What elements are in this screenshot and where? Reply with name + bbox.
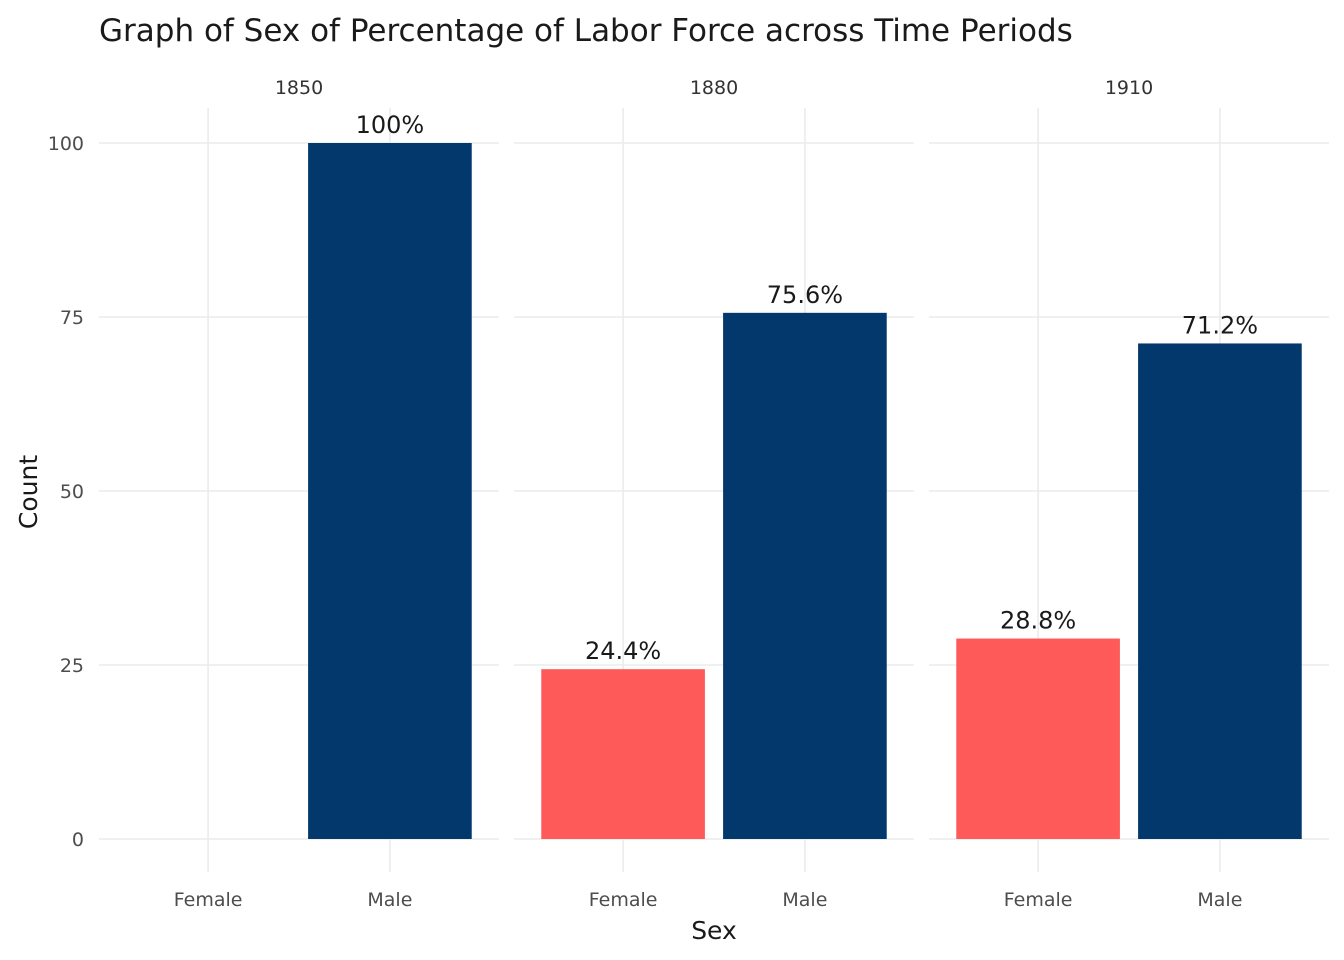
x-tick-label-1910-female: Female — [1004, 889, 1073, 911]
y-tick-label-75: 75 — [60, 307, 84, 329]
x-tick-label-1910-male: Male — [1197, 889, 1242, 911]
x-tick-label-1880-male: Male — [782, 889, 827, 911]
y-axis: 0 25 50 75 100 — [48, 133, 84, 851]
y-tick-label-0: 0 — [72, 829, 84, 851]
facet-label-1910: 1910 — [1105, 77, 1153, 99]
y-axis-title: Count — [14, 455, 43, 529]
bar-1910-female — [956, 638, 1120, 839]
panel-1850: 1850 Female 100% Male — [99, 77, 499, 911]
bar-1910-male — [1138, 343, 1302, 839]
bar-label-1880-male: 75.6% — [767, 281, 843, 309]
bar-1850-male — [308, 143, 472, 839]
bar-label-1910-male: 71.2% — [1182, 311, 1258, 339]
chart-panels: 1850 Female 100% Male 1880 24.4% Female 75.6% Ma… — [99, 77, 1329, 911]
bar-1880-female — [541, 669, 705, 839]
panel-1880: 1880 24.4% Female 75.6% Male — [514, 77, 914, 911]
y-tick-label-100: 100 — [48, 133, 84, 155]
x-tick-label-1850-female: Female — [174, 889, 243, 911]
x-axis-title: Sex — [691, 916, 737, 945]
bar-label-1850-male: 100% — [356, 111, 425, 139]
x-tick-label-1880-female: Female — [589, 889, 658, 911]
chart-title: Graph of Sex of Percentage of Labor Forc… — [99, 13, 1073, 49]
facet-label-1850: 1850 — [275, 77, 323, 99]
bar-1880-male — [723, 312, 887, 840]
bar-label-1880-female: 24.4% — [585, 637, 661, 665]
y-tick-label-25: 25 — [60, 655, 84, 677]
panel-1910: 1910 28.8% Female 71.2% Male — [929, 77, 1329, 911]
facet-label-1880: 1880 — [690, 77, 738, 99]
bar-label-1910-female: 28.8% — [1000, 607, 1076, 635]
y-tick-label-50: 50 — [60, 481, 84, 503]
x-tick-label-1850-male: Male — [367, 889, 412, 911]
